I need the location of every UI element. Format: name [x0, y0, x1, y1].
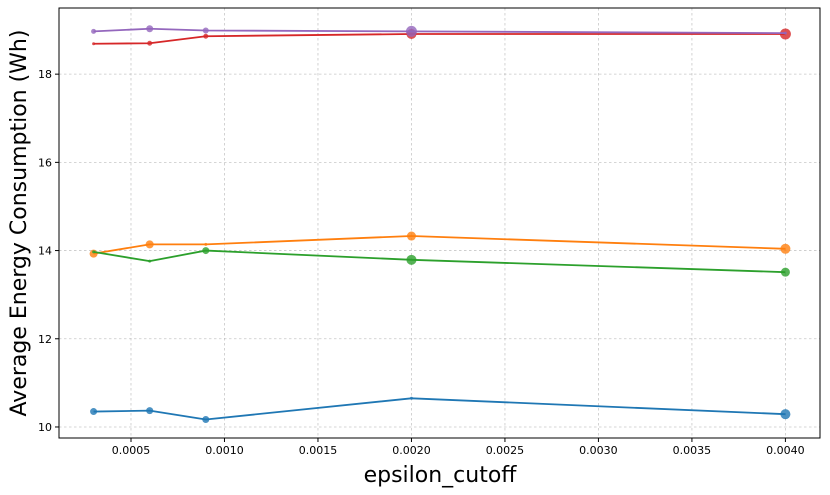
data-point — [780, 243, 791, 254]
grid — [59, 8, 820, 438]
x-axis-label: epsilon_cutoff — [364, 463, 518, 488]
data-point — [91, 28, 97, 34]
data-point — [148, 259, 152, 263]
data-point — [202, 415, 210, 423]
data-point — [147, 40, 153, 46]
data-point — [90, 408, 98, 416]
data-point — [406, 231, 416, 241]
series-line — [93, 249, 786, 274]
data-point — [406, 254, 417, 265]
data-point — [203, 33, 209, 39]
data-point — [783, 31, 787, 35]
series-line — [93, 33, 786, 45]
series-5 — [91, 25, 787, 37]
data-point — [146, 25, 154, 33]
data-point — [409, 396, 413, 400]
y-tick-label: 18 — [38, 68, 52, 81]
series-line — [93, 27, 786, 35]
data-point — [92, 42, 96, 46]
x-tick-label: 0.0030 — [579, 444, 618, 457]
data-point — [780, 267, 790, 277]
plot-frame — [58, 7, 821, 439]
series-line — [93, 397, 786, 421]
series-3 — [92, 247, 790, 277]
x-tick-label: 0.0035 — [673, 444, 712, 457]
data-point — [202, 27, 209, 34]
data-point — [202, 247, 210, 255]
plot-area — [89, 25, 791, 423]
data-point — [405, 25, 417, 37]
x-tick-label: 0.0015 — [299, 444, 338, 457]
axis-ticks: 0.0005 0.0010 0.0015 0.0020 0.0025 0.0030 0.00… — [38, 68, 805, 457]
y-axis-label: Average Energy Consumption (Wh) — [7, 30, 32, 417]
data-point — [780, 409, 791, 420]
data-point — [92, 250, 96, 254]
x-tick-label: 0.0010 — [205, 444, 244, 457]
data-point — [146, 407, 154, 415]
y-tick-label: 16 — [38, 156, 52, 169]
x-tick-label: 0.0025 — [486, 444, 525, 457]
data-point — [204, 242, 208, 246]
series-1 — [90, 396, 791, 423]
x-tick-label: 0.0020 — [392, 444, 431, 457]
y-tick-label: 10 — [38, 421, 52, 434]
series-line — [93, 235, 786, 255]
y-tick-label: 12 — [38, 333, 52, 346]
y-tick-label: 14 — [38, 245, 52, 258]
series-2 — [89, 231, 791, 258]
x-tick-label: 0.0040 — [766, 444, 805, 457]
x-tick-label: 0.0005 — [112, 444, 151, 457]
data-point — [145, 240, 154, 249]
